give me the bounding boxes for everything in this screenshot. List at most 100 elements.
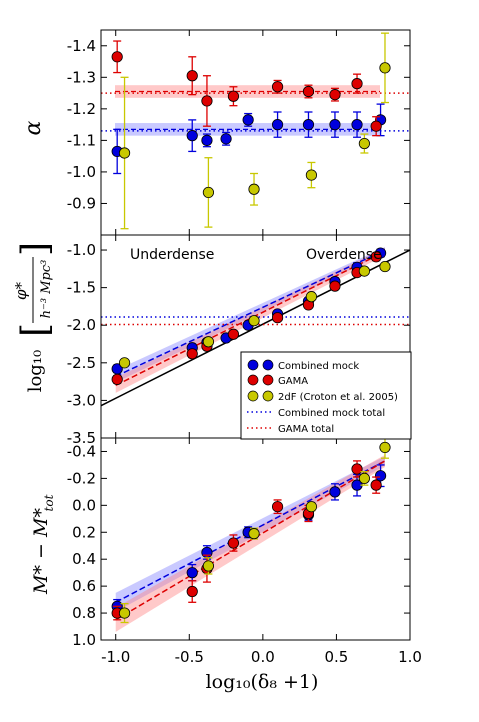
mstar-ytick-label: 0.6 xyxy=(72,577,96,595)
mstar-y-label: M* − M* tot xyxy=(30,494,56,595)
mstar-ytick-label: 1.0 xyxy=(72,631,96,649)
mstar-point-twodf xyxy=(305,501,318,513)
alpha-point-gama xyxy=(329,89,341,101)
phi-ytick-label: -1.5 xyxy=(67,279,96,297)
legend-item-gama-total: GAMA total xyxy=(247,424,334,435)
phi-point-gama xyxy=(186,348,198,360)
x-axis-label: log₁₀(δ₈ +1) xyxy=(206,671,319,693)
alpha-point-gama xyxy=(302,85,315,98)
alpha-point-twodf xyxy=(118,147,131,159)
phi-point-twodf xyxy=(305,291,318,303)
phi-ytick-label: -1.0 xyxy=(67,241,96,259)
phi-y-label-prefix: log₁₀ xyxy=(25,350,46,393)
phi-point-gama xyxy=(271,312,284,324)
legend-item-gama: GAMA xyxy=(247,374,308,387)
legend-twodf-label: 2dF (Croton et al. 2005) xyxy=(278,392,398,403)
legend-item-mock: Combined mock xyxy=(247,359,359,372)
phi-y-label-bracket-left: [ xyxy=(15,323,56,337)
alpha-point-gama xyxy=(227,90,240,102)
alpha-ytick-label: -1.4 xyxy=(67,37,96,55)
legend-gama-label: GAMA xyxy=(278,376,308,387)
legend-mock-marker-1 xyxy=(247,359,259,371)
phi-point-gama xyxy=(329,280,341,292)
x-tick-label: 0.0 xyxy=(251,648,275,666)
mstar-y-label-main: M* − M* xyxy=(30,508,52,595)
legend-twodf-marker-1 xyxy=(247,390,259,402)
data-points-layer xyxy=(111,32,391,624)
mstar-point-gama xyxy=(370,479,382,491)
phi-fit-line-gama xyxy=(115,250,386,387)
mstar-ytick-label: 0.4 xyxy=(72,550,96,568)
phi-y-label: log₁₀ [ φ* h⁻³ Mpc³ ] xyxy=(12,242,56,392)
mstar-point-twodf xyxy=(202,560,215,572)
mstar-fit-band-gama xyxy=(115,454,385,632)
legend-mock-label: Combined mock xyxy=(278,361,359,372)
mstar-ytick-label: 0.8 xyxy=(72,604,96,622)
alpha-point-gama xyxy=(351,78,363,90)
alpha-point-twodf xyxy=(248,183,260,195)
mstar-point-twodf xyxy=(118,607,131,619)
phi-point-twodf xyxy=(118,357,131,369)
alpha-point-gama xyxy=(201,95,213,107)
x-tick-label: 0.5 xyxy=(324,648,348,666)
mstar-fit-line-gama xyxy=(115,460,386,621)
alpha-point-mock xyxy=(302,119,315,131)
legend-twodf-marker-2 xyxy=(262,390,274,402)
mstar-point-gama xyxy=(186,585,198,598)
legend: Combined mock GAMA 2dF (Croton et al. 20… xyxy=(240,351,412,440)
mstar-ytick-label: 0.2 xyxy=(72,523,96,541)
phi-point-twodf xyxy=(379,260,391,273)
phi-ytick-label: -3.5 xyxy=(67,429,96,447)
alpha-ytick-label: -1.0 xyxy=(67,163,96,181)
alpha-point-twodf xyxy=(202,186,215,199)
axes-layer: -1.4 -1.3 -1.2 -1.1 -1.0 -0.9 -1.0 -1.5 -2.0 -2.5… xyxy=(67,29,422,666)
legend-item-mock-total: Combined mock total xyxy=(247,408,385,419)
legend-mock-total-label: Combined mock total xyxy=(278,408,385,419)
mstar-point-mock xyxy=(186,567,198,579)
phi-point-gama xyxy=(111,373,123,385)
mstar-point-twodf xyxy=(358,472,370,484)
alpha-ytick-label: -1.2 xyxy=(67,100,96,118)
alpha-point-gama xyxy=(186,70,198,82)
x-tick-label: -1.0 xyxy=(101,648,130,666)
overdense-label: Overdense xyxy=(306,247,382,263)
alpha-point-gama xyxy=(111,51,123,63)
mstar-point-twodf xyxy=(379,441,391,454)
alpha-point-twodf xyxy=(379,62,391,74)
alpha-point-mock xyxy=(186,130,198,142)
phi-ytick-label: -3.0 xyxy=(67,391,96,409)
alpha-point-twodf xyxy=(305,169,318,181)
phi-y-label-numerator: φ* xyxy=(12,282,30,301)
phi-y-label-bracket-right: ] xyxy=(15,242,56,256)
phi-point-twodf xyxy=(358,265,370,277)
phi-point-gama xyxy=(227,328,240,340)
alpha-ytick-label: -1.3 xyxy=(67,68,96,86)
phi-fit-band-mock xyxy=(115,247,385,383)
alpha-point-mock xyxy=(220,133,232,145)
alpha-point-mock xyxy=(201,134,213,146)
mstar-point-mock xyxy=(374,470,387,482)
phi-ytick-label: -2.0 xyxy=(67,316,96,334)
mstar-point-gama xyxy=(227,537,240,549)
legend-gama-marker-2 xyxy=(262,374,274,386)
underdense-label: Underdense xyxy=(130,247,214,263)
legend-gama-marker-1 xyxy=(247,374,259,386)
mstar-point-mock xyxy=(329,486,341,498)
mstar-fit-line-mock xyxy=(115,460,386,603)
phi-point-gama xyxy=(370,251,382,263)
x-tick-label: 1.0 xyxy=(398,648,422,666)
alpha-ytick-label: -0.9 xyxy=(67,194,96,212)
alpha-point-mock xyxy=(242,114,254,126)
mstar-ytick-label: 0.0 xyxy=(72,496,96,514)
alpha-point-mock xyxy=(329,119,341,131)
mstar-y-label-sub: tot xyxy=(42,494,56,511)
phi-y-label-denominator: h⁻³ Mpc³ xyxy=(39,260,54,319)
mstar-point-twodf xyxy=(248,528,260,540)
legend-mock-marker-2 xyxy=(262,359,274,371)
phi-fit-line-mock xyxy=(115,249,386,378)
alpha-point-mock xyxy=(271,119,284,131)
mstar-point-gama xyxy=(271,501,284,513)
legend-item-twodf: 2dF (Croton et al. 2005) xyxy=(247,390,398,403)
